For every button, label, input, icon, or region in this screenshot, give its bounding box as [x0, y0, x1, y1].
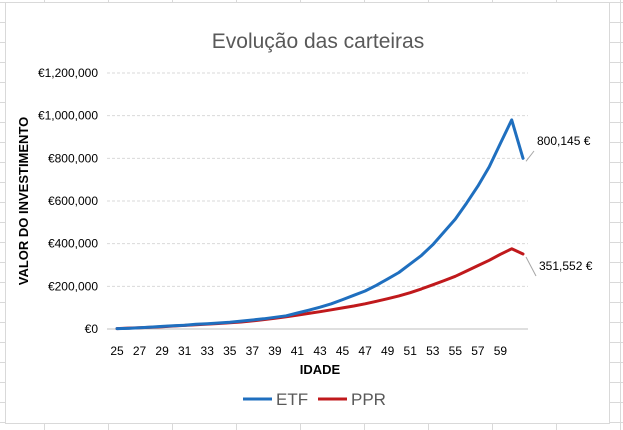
x-tick-label: 39	[268, 344, 282, 358]
chart-area[interactable]	[5, 2, 610, 424]
x-tick-label: 59	[494, 344, 508, 358]
chart-title: Evolução das carteiras	[212, 30, 424, 53]
leader-line	[525, 150, 535, 162]
x-tick-label: 49	[381, 344, 395, 358]
legend[interactable]: ETF PPR	[243, 390, 386, 409]
x-tick-label: 53	[426, 344, 440, 358]
y-axis: €0 €200,000 €400,000 €600,000 €800,000 €1,000…	[38, 66, 98, 336]
series-line-etf[interactable]	[115, 118, 525, 331]
x-tick-label: 25	[110, 344, 124, 358]
x-tick-label: 31	[178, 344, 192, 358]
x-tick-label: 33	[201, 344, 215, 358]
x-tick-label: 41	[291, 344, 305, 358]
x-tick-label: 27	[133, 344, 147, 358]
x-tick-label: 55	[449, 344, 463, 358]
series-lines	[115, 118, 525, 331]
x-tick-label: 47	[358, 344, 372, 358]
y-tick-label: €0	[85, 322, 99, 336]
y-tick-label: €600,000	[48, 194, 98, 208]
y-tick-label: €400,000	[48, 237, 98, 251]
x-tick-label: 37	[246, 344, 260, 358]
y-tick-label: €800,000	[48, 151, 98, 165]
y-tick-label: €1,200,000	[38, 66, 98, 80]
x-tick-label: 57	[471, 344, 485, 358]
legend-label-etf: ETF	[276, 390, 308, 409]
legend-label-ppr: PPR	[351, 390, 386, 409]
x-tick-label: 51	[404, 344, 418, 358]
data-label-annotations: 800,145 € 351,552 €	[525, 134, 593, 277]
data-label[interactable]: 351,552 €	[539, 259, 593, 273]
x-tick-label: 29	[155, 344, 169, 358]
data-label[interactable]: 800,145 €	[537, 134, 591, 148]
x-tick-label: 43	[313, 344, 327, 358]
y-tick-label: €1,000,000	[38, 109, 98, 123]
x-axis-title: IDADE	[300, 362, 341, 377]
series-line-ppr[interactable]	[115, 247, 525, 331]
y-tick-label: €200,000	[48, 279, 98, 293]
leader-line	[525, 256, 537, 277]
x-axis: 25 27 29 31 33 35 37 39 41 43 45 47 49 51 53 55 57 59	[110, 344, 507, 358]
y-axis-title: VALOR DO INVESTIMENTO	[16, 117, 31, 286]
gridlines	[107, 72, 528, 330]
x-tick-label: 45	[336, 344, 350, 358]
x-tick-label: 35	[223, 344, 237, 358]
